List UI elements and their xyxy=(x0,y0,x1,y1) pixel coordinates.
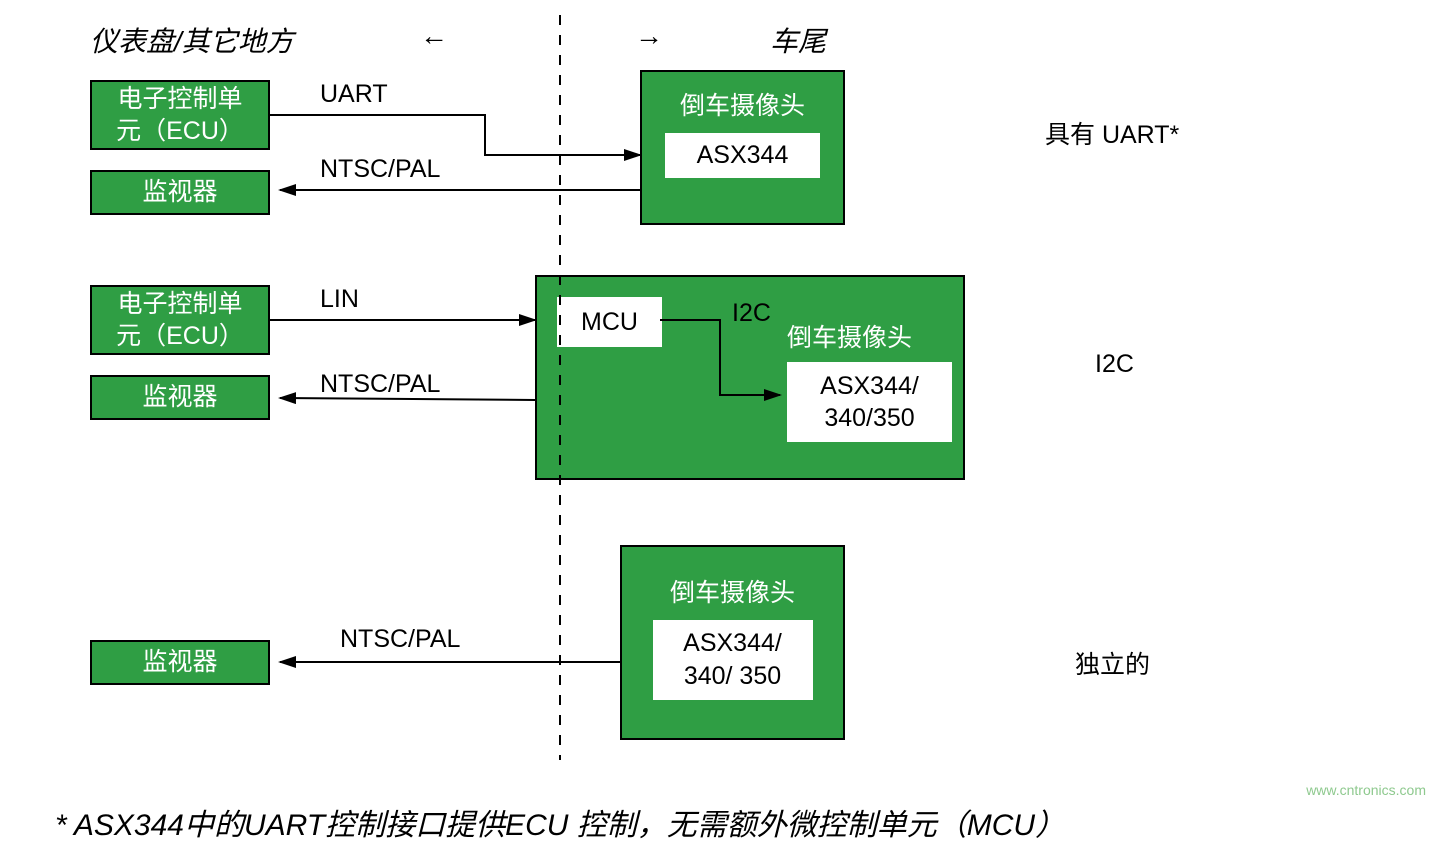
mcu-box-row2: MCU xyxy=(557,297,662,347)
camera-title-row2: 倒车摄像头 xyxy=(787,322,912,355)
lin-label-row2: LIN xyxy=(320,285,359,314)
ecu-box-row1: 电子控制单 元（ECU） xyxy=(90,80,270,150)
camera-title-row3: 倒车摄像头 xyxy=(670,577,795,610)
row-label-3: 独立的 xyxy=(1075,645,1150,681)
ecu-box-row2: 电子控制单 元（ECU） xyxy=(90,285,270,355)
ntsc-label-row1: NTSC/PAL xyxy=(320,155,440,184)
monitor-box-row3: 监视器 xyxy=(90,640,270,685)
camera-container-row3: 倒车摄像头 ASX344/ 340/ 350 xyxy=(620,545,845,740)
i2c-label-row2: I2C xyxy=(732,297,771,330)
camera-container-row1: 倒车摄像头 ASX344 xyxy=(640,70,845,225)
camera-chip-row3: ASX344/ 340/ 350 xyxy=(653,620,813,700)
camera-container-row2: MCU I2C 倒车摄像头 ASX344/ 340/350 xyxy=(535,275,965,480)
monitor-box-row2: 监视器 xyxy=(90,375,270,420)
header-left-title: 仪表盘/其它地方 xyxy=(90,20,294,60)
monitor-box-row1: 监视器 xyxy=(90,170,270,215)
header-arrow-left: ← xyxy=(420,20,448,52)
ntsc-label-row2: NTSC/PAL xyxy=(320,370,440,399)
camera-title-row1: 倒车摄像头 xyxy=(680,90,805,123)
uart-label-row1: UART xyxy=(320,80,388,109)
header-right-title: 车尾 xyxy=(770,20,826,60)
row-label-1: 具有 UART* xyxy=(1045,115,1179,151)
footnote: * ASX344中的UART控制接口提供ECU 控制，无需额外微控制单元（MCU… xyxy=(55,800,1065,844)
diagram-canvas: 仪表盘/其它地方 ← → 车尾 电子控制单 元（ECU） 监视器 倒车摄像头 A… xyxy=(0,0,1441,858)
camera-chip-row2: ASX344/ 340/350 xyxy=(787,362,952,442)
row-label-2: I2C xyxy=(1095,350,1134,379)
camera-chip-row1: ASX344 xyxy=(665,133,820,178)
ntsc-label-row3: NTSC/PAL xyxy=(340,625,460,654)
header-arrow-right: → xyxy=(635,20,663,52)
watermark: www.cntronics.com xyxy=(1306,782,1426,798)
